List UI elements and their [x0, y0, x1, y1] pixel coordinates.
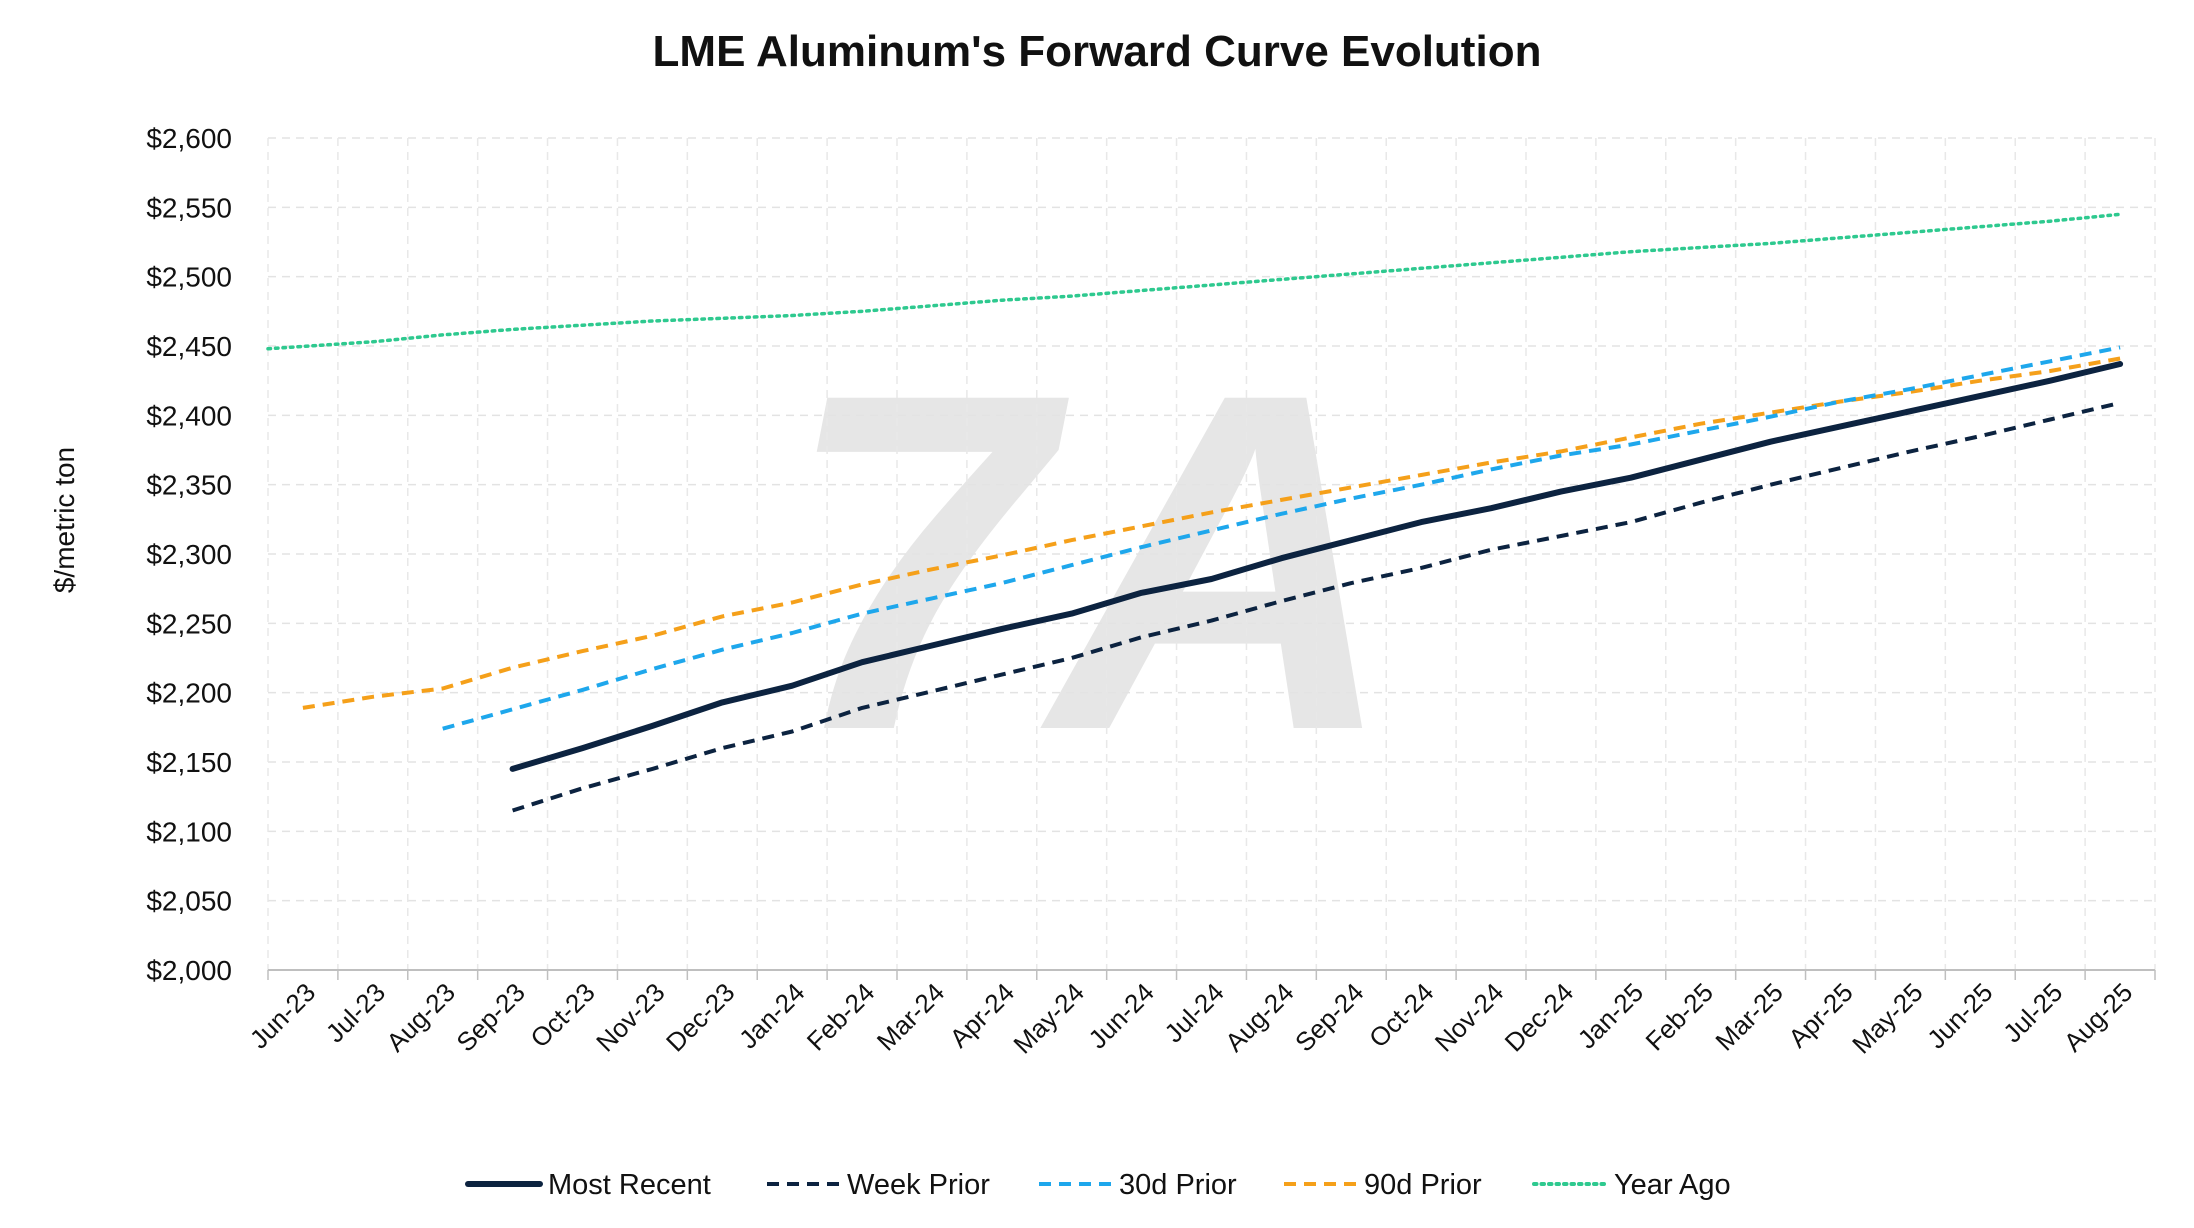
y-tick-label: $2,300: [146, 539, 232, 570]
chart-title: LME Aluminum's Forward Curve Evolution: [653, 27, 1542, 76]
y-tick-label: $2,500: [146, 262, 232, 293]
legend-label: Year Ago: [1614, 1169, 1731, 1201]
y-tick-label: $2,000: [146, 955, 232, 986]
x-tick-label: Jul-25: [1997, 977, 2068, 1048]
y-tick-label: $2,450: [146, 331, 232, 362]
x-tick-label: Mar-25: [1709, 977, 1788, 1056]
x-tick-label: Sep-24: [1289, 977, 1369, 1057]
x-tick-label: Jun-25: [1921, 977, 1998, 1054]
y-tick-label: $2,050: [146, 886, 232, 917]
legend-label: Most Recent: [548, 1169, 711, 1201]
x-tick-label: Jul-23: [320, 977, 391, 1048]
series-line-week-prior: [511, 400, 2121, 813]
series-line-30d-prior: [442, 345, 2121, 731]
legend-label: 90d Prior: [1364, 1169, 1482, 1201]
y-tick-label: $2,600: [146, 123, 232, 154]
y-tick-label: $2,400: [146, 400, 232, 431]
x-tick-label: Nov-23: [590, 977, 670, 1057]
x-tick-label: Sep-23: [450, 977, 530, 1057]
chart-legend: Most Recent Week Prior 30d Prior 90d Prior Y…: [465, 1169, 1731, 1201]
x-tick-label: Nov-24: [1429, 977, 1509, 1057]
x-tick-label: May-25: [1846, 977, 1929, 1060]
x-tick-label: Oct-23: [524, 977, 600, 1053]
x-tick-label: Mar-24: [871, 977, 950, 1056]
x-tick-label: Apr-25: [1782, 977, 1858, 1053]
legend-label: 30d Prior: [1119, 1169, 1237, 1201]
x-tick-label: Jun-23: [244, 977, 321, 1054]
x-tick-label: Jan-24: [733, 977, 810, 1054]
x-tick-label: Jun-24: [1082, 977, 1159, 1054]
series-line-most-recent: [509, 361, 2124, 772]
x-tick-label: Feb-25: [1639, 977, 1718, 1056]
x-tick-label: Apr-24: [944, 977, 1020, 1053]
y-tick-label: $2,250: [146, 608, 232, 639]
x-tick-label: Dec-24: [1499, 977, 1579, 1057]
series-line-year-ago: [266, 212, 2122, 351]
y-tick-label: $2,200: [146, 678, 232, 709]
y-tick-label: $2,350: [146, 470, 232, 501]
x-tick-label: Aug-24: [1219, 977, 1299, 1057]
y-axis-label: $/metric ton: [49, 447, 80, 593]
x-tick-label: Jan-25: [1572, 977, 1649, 1054]
x-tick-label: Jul-24: [1158, 977, 1229, 1048]
x-tick-label: Aug-23: [380, 977, 460, 1057]
x-tick-label: Aug-25: [2058, 977, 2138, 1057]
grid-layer: [267, 137, 2156, 970]
series-layer: [266, 212, 2124, 813]
y-tick-label: $2,150: [146, 747, 232, 778]
x-tick-label: May-24: [1007, 977, 1090, 1060]
x-tick-label: Oct-24: [1363, 977, 1439, 1053]
y-tick-label: $2,550: [146, 192, 232, 223]
series-line-90d-prior: [302, 356, 2121, 710]
x-tick-label: Dec-23: [660, 977, 740, 1057]
x-tick-label: Feb-24: [801, 977, 880, 1056]
legend-label: Week Prior: [847, 1169, 990, 1201]
y-tick-label: $2,100: [146, 816, 232, 847]
